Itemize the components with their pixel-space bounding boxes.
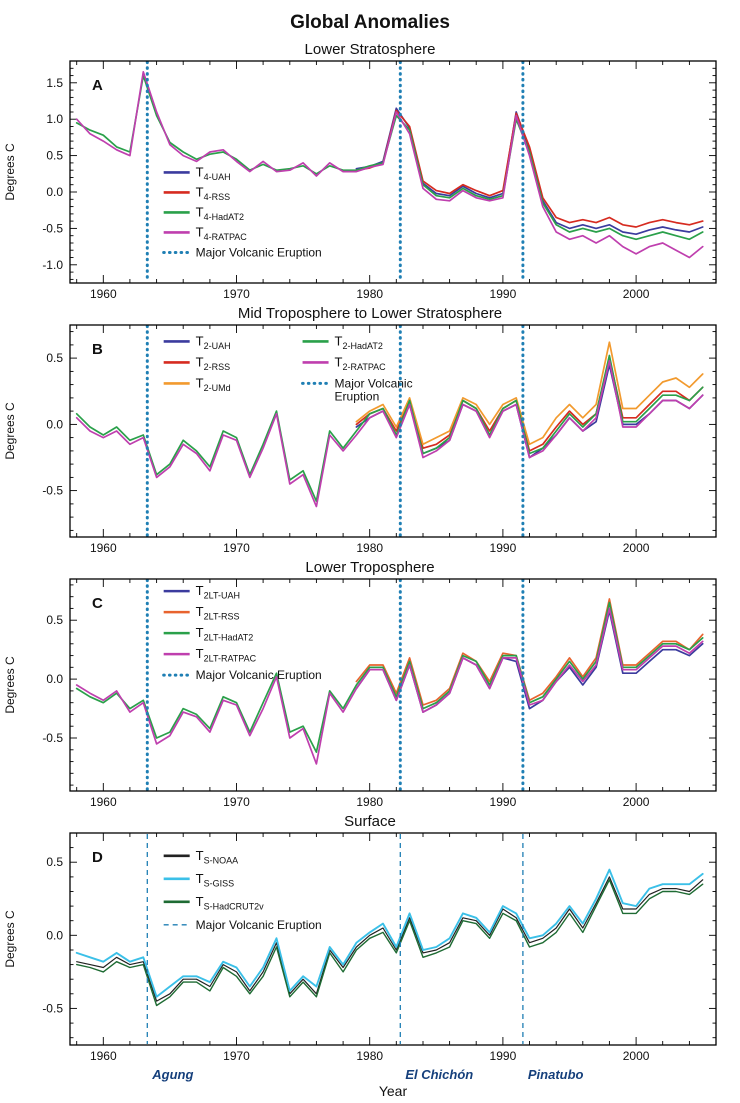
x-tick-label: 1960 [90,1049,117,1063]
y-tick-label: 0.0 [46,185,63,199]
y-tick-label: -0.5 [42,731,63,745]
legend-label-T2-UAH: T2-UAH [196,333,231,351]
plot-frame [69,324,717,538]
x-axis-title: Year [378,1083,408,1099]
plot-frame [69,60,717,284]
x-tick-label: 1980 [356,541,383,555]
panel-letter: B [92,341,103,358]
legend-label-T2LT-HadAT2: T2LT-HadAT2 [196,625,254,643]
y-tick-label: -0.5 [42,484,63,498]
x-tick-label: 1990 [490,541,517,555]
y-tick-label: 0.0 [46,672,63,686]
x-tick-label: 1980 [356,795,383,809]
x-tick-label: 1960 [90,287,117,301]
axis-ticks [70,325,717,537]
series-line-T4-RATPAC [75,71,704,259]
series-line-TS-HadCRUT2v [76,879,704,1007]
panel-a-chart: A 1.5 1.0 0.5 0.0 -0.5 -1.0 Degrees C 1960 1970 19… [3,60,717,301]
panel-b-title: Mid Troposphere to Lower Stratosphere [237,305,503,322]
panel-letter: A [92,77,103,94]
y-tick-label: 0.5 [46,613,63,627]
axis-ticks [70,60,717,283]
plot-frame [69,832,717,1046]
series-line-T4-RSS [355,109,704,228]
legend-label-eruption: Major Volcanic Eruption [196,245,322,259]
series-line-T4-HadAT2 [75,74,704,241]
legend-label-eruption: Major Volcanic Eruption [196,668,322,682]
legend-label-TS-GISS: TS-GISS [196,871,234,889]
series-line-T2-UMd [355,341,704,446]
x-tick-label: 1990 [490,795,517,809]
series-line-T4-UAH [355,107,704,236]
y-tick-label: 1.5 [46,76,63,90]
x-tick-label: 2000 [623,1049,650,1063]
x-tick-label: 1970 [223,287,250,301]
panel-d-title: Surface [344,813,396,830]
series-line-TS-NOAA [76,876,704,1002]
x-tick-label: 1960 [90,541,117,555]
x-tick-label: 1990 [490,1049,517,1063]
legend-label-T2-RSS: T2-RSS [196,354,230,372]
y-tick-label: 0.0 [46,928,63,942]
panel-c-chart: C 0.5 0.0 -0.5 Degrees C 1960 1970 1980 1990 2000… [3,578,717,809]
series-line-TS-GISS [75,868,704,998]
eruption-label-el-chichon: El Chichón [405,1067,474,1082]
x-tick-label: 1980 [356,287,383,301]
series-line-T2LT-RSS [355,598,704,706]
panel-b-chart: B 0.5 0.0 -0.5 Degrees C 1960 1970 1980 1990 2000… [3,324,717,555]
legend-label-eruption: Major Volcanic Eruption [335,376,413,403]
plot-frame [69,578,717,792]
y-tick-label: 1.0 [46,112,63,126]
x-tick-label: 1990 [490,287,517,301]
figure-title: Global Anomalies [290,12,450,33]
y-tick-label: 0.5 [46,149,63,163]
legend-label-T2-HadAT2: T2-HadAT2 [335,333,383,351]
panel-letter: D [92,849,103,866]
x-tick-label: 2000 [623,795,650,809]
legend-label-TS-HadCRUT2v: TS-HadCRUT2v [196,894,264,912]
y-tick-label: -0.5 [42,1001,63,1015]
legend-label-T2-RATPAC: T2-RATPAC [335,354,387,372]
panel-d-chart: D 0.5 0.0 -0.5 Degrees C 1960 1970 1980 1990 2000… [3,832,717,1063]
x-tick-label: 1970 [223,1049,250,1063]
legend-label-T2-UMd: T2-UMd [196,375,231,393]
axis-ticks [70,832,717,1045]
legend-label-T2LT-RSS: T2LT-RSS [196,604,240,622]
y-axis-title: Degrees C [3,143,17,201]
panel-letter: C [92,595,103,612]
series-line-T2LT-RATPAC [75,607,704,765]
bottom-axis-labels: Agung El Chichón Pinatubo Year [0,1066,740,1100]
x-tick-label: 1960 [90,795,117,809]
legend-label-T2LT-UAH: T2LT-UAH [196,583,240,601]
legend-label-T4-HadAT2: T4-HadAT2 [196,204,244,222]
series-line-T2-HadAT2 [75,354,704,503]
panel-c-title: Lower Troposphere [305,559,435,576]
y-tick-label: -0.5 [42,221,63,235]
y-axis-title: Degrees C [3,910,17,968]
y-tick-label: 0.5 [46,351,63,365]
legend-label-T4-UAH: T4-UAH [196,164,231,182]
x-tick-label: 2000 [623,287,650,301]
legend-label-TS-NOAA: TS-NOAA [196,848,238,866]
legend-label-T4-RATPAC: T4-RATPAC [196,224,248,242]
y-axis-title: Degrees C [3,402,17,460]
series-line-T2-RATPAC [75,359,704,508]
y-tick-label: 0.5 [46,855,63,869]
y-tick-label: -1.0 [42,258,63,272]
x-tick-label: 1970 [223,541,250,555]
eruption-label-agung: Agung [152,1067,194,1082]
y-tick-label: 0.0 [46,417,63,431]
y-axis-title: Degrees C [3,656,17,714]
x-tick-label: 1980 [356,1049,383,1063]
legend-label-T2LT-RATPAC: T2LT-RATPAC [196,646,257,664]
x-tick-label: 2000 [623,541,650,555]
x-tick-label: 1970 [223,795,250,809]
legend-label-eruption: Major Volcanic Eruption [196,918,322,932]
legend-label-T4-RSS: T4-RSS [196,184,230,202]
eruption-label-pinatubo: Pinatubo [527,1067,584,1082]
panel-a-title: Lower Stratosphere [304,41,436,58]
series-line-T2LT-HadAT2 [75,601,704,753]
